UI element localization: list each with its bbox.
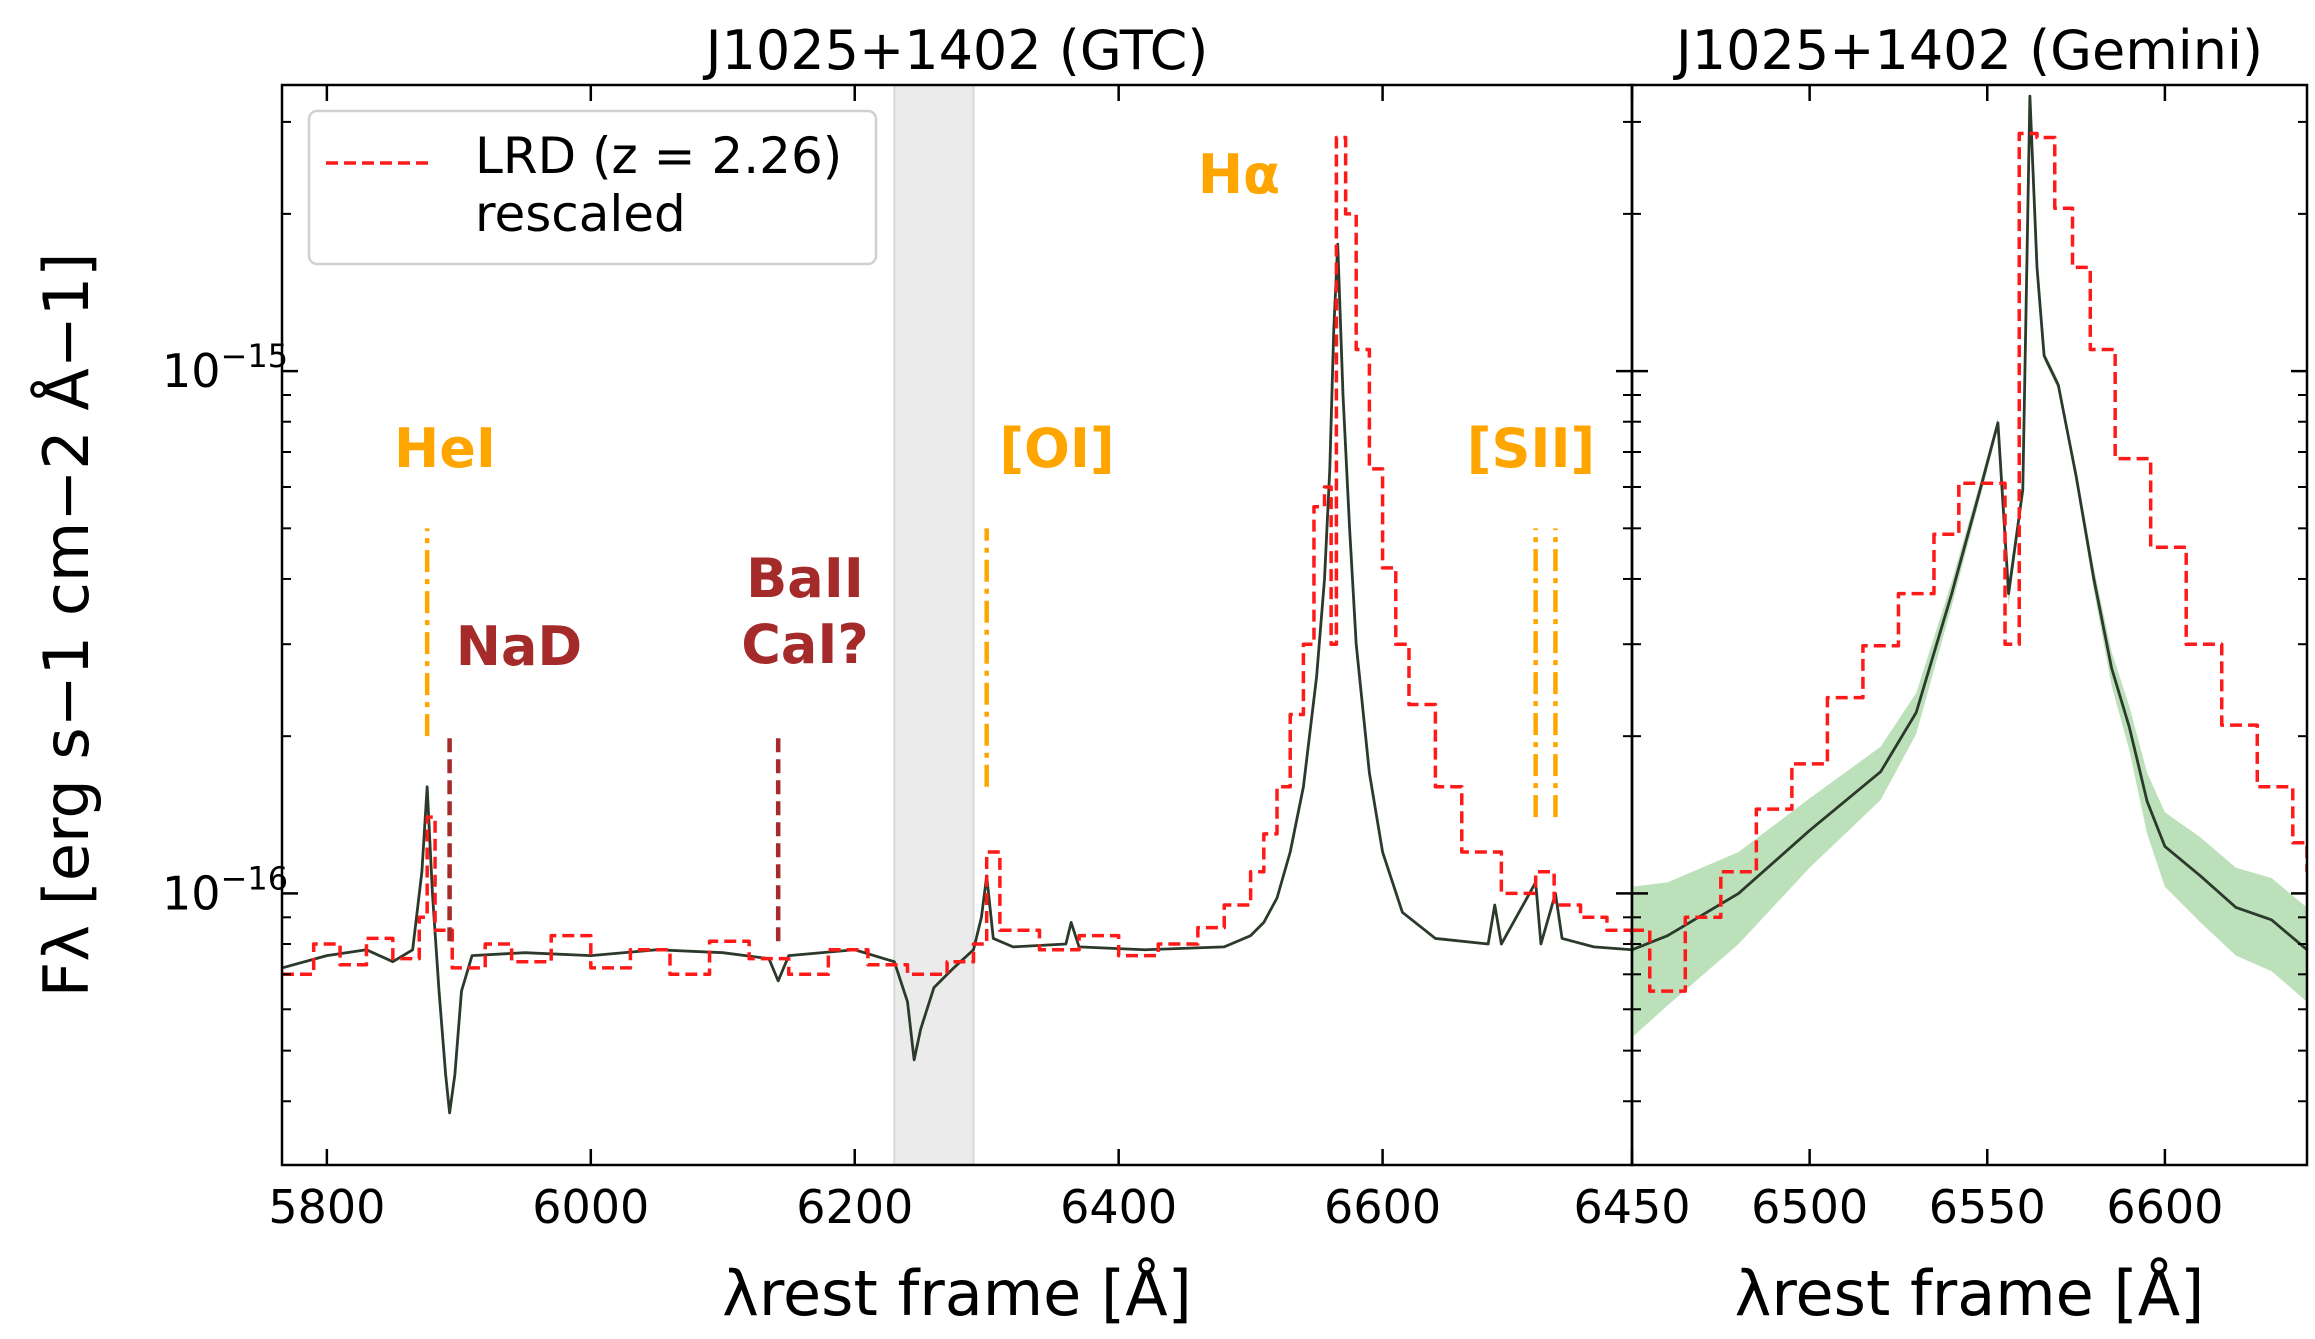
- error-band: [1632, 94, 2307, 1038]
- plot-area: [282, 85, 1632, 1165]
- panel: 6450 6500 6550 6600 J1025+1402 (Gemini) λrest…: [1573, 19, 2309, 1330]
- panel-title: J1025+1402 (GTC): [703, 19, 1209, 82]
- spectrum-line: [282, 242, 1632, 1115]
- spectrum-line: [1632, 131, 2307, 993]
- panel: 5800 6000 6200 6400 6600 10−16 10−15 J1025+1402…: [30, 19, 1634, 1330]
- x-tick-label: 6000: [532, 1180, 649, 1234]
- annotation-label: [OI]: [999, 417, 1114, 480]
- x-tick-label: 6600: [2106, 1180, 2223, 1234]
- spectrum-line: [282, 135, 1632, 977]
- annotation-label: Hα: [1198, 143, 1280, 206]
- y-axis-label: Fλ [erg s−1 cm−2 Å−1]: [30, 253, 103, 998]
- panel-title: J1025+1402 (Gemini): [1673, 19, 2263, 82]
- x-tick-label: 6600: [1324, 1180, 1441, 1234]
- shaded-region: [893, 85, 975, 1165]
- x-tick-label: 5800: [268, 1180, 385, 1234]
- annotation-label: BaII CaI?: [741, 547, 869, 676]
- x-tick-label: 6500: [1751, 1180, 1868, 1234]
- x-tick-label: 6550: [1929, 1180, 2046, 1234]
- y-tick-label: 10−16: [162, 859, 288, 920]
- annotation-label: [SII]: [1467, 417, 1595, 480]
- legend-box: [307, 109, 878, 266]
- y-tick-label: 10−15: [162, 337, 288, 398]
- x-axis-label: λrest frame [Å]: [1735, 1257, 2205, 1330]
- axes-frame: [1630, 83, 2309, 1167]
- legend-label: LRD (z = 2.26) rescaled: [475, 127, 842, 243]
- x-axis-label: λrest frame [Å]: [722, 1257, 1192, 1330]
- x-tick-label: 6450: [1573, 1180, 1690, 1234]
- plot-area: [1632, 94, 2307, 1038]
- annotation-label: NaD: [456, 615, 582, 678]
- x-tick-label: 6400: [1060, 1180, 1177, 1234]
- annotation-label: HeI: [394, 417, 496, 480]
- spectrum-line: [1632, 94, 2307, 952]
- x-tick-label: 6200: [796, 1180, 913, 1234]
